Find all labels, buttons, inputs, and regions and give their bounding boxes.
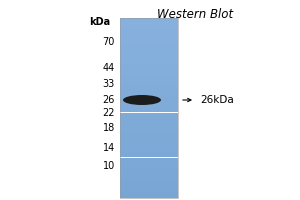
Bar	[120, 119, 178, 121]
Bar	[120, 110, 178, 112]
Bar	[120, 187, 178, 189]
Bar	[120, 158, 178, 160]
Bar	[120, 144, 178, 146]
Bar	[120, 61, 178, 63]
Bar	[120, 31, 178, 34]
Bar	[120, 58, 178, 61]
Bar	[120, 184, 178, 187]
Bar	[120, 151, 178, 153]
Bar	[120, 112, 178, 115]
Bar	[120, 99, 178, 101]
Bar	[120, 86, 178, 88]
Bar	[120, 88, 178, 90]
Bar	[120, 148, 178, 151]
Bar	[120, 65, 178, 68]
Bar	[120, 22, 178, 25]
Bar	[120, 20, 178, 22]
Bar	[120, 38, 178, 40]
Bar	[120, 47, 178, 49]
Bar	[120, 74, 178, 76]
Bar	[120, 155, 178, 157]
Bar	[120, 117, 178, 119]
Bar	[120, 169, 178, 171]
Bar	[120, 121, 178, 124]
Bar	[120, 49, 178, 52]
Bar	[120, 83, 178, 86]
Bar	[120, 126, 178, 128]
Bar	[120, 106, 178, 108]
Text: 14: 14	[103, 143, 115, 153]
Bar	[120, 133, 178, 135]
Bar	[120, 81, 178, 83]
Text: 33: 33	[103, 79, 115, 89]
Bar	[120, 90, 178, 92]
Bar	[120, 189, 178, 191]
Bar	[120, 130, 178, 133]
Bar	[120, 104, 178, 106]
Bar	[120, 76, 178, 79]
Bar	[120, 36, 178, 38]
Bar	[120, 173, 178, 176]
Bar	[120, 180, 178, 182]
Text: kDa: kDa	[89, 17, 110, 27]
Bar	[120, 72, 178, 74]
Bar	[120, 182, 178, 184]
Text: 22: 22	[103, 108, 115, 118]
Bar	[120, 92, 178, 95]
Bar	[120, 196, 178, 198]
Bar	[120, 101, 178, 104]
Bar	[120, 68, 178, 70]
Bar	[120, 70, 178, 72]
Bar	[120, 178, 178, 180]
Bar	[120, 63, 178, 65]
Bar	[120, 40, 178, 43]
Bar	[120, 52, 178, 54]
Bar	[120, 56, 178, 58]
Bar	[120, 45, 178, 47]
Text: 70: 70	[103, 37, 115, 47]
Bar	[120, 194, 178, 196]
Bar	[120, 160, 178, 162]
Text: 26: 26	[103, 95, 115, 105]
Ellipse shape	[123, 95, 161, 105]
Bar	[120, 162, 178, 164]
Text: 44: 44	[103, 63, 115, 73]
Bar	[120, 142, 178, 144]
Bar	[120, 54, 178, 56]
Bar	[120, 115, 178, 117]
Bar	[120, 97, 178, 99]
Bar	[120, 124, 178, 126]
Bar	[120, 25, 178, 27]
Bar	[120, 34, 178, 36]
Bar	[120, 140, 178, 142]
Bar	[120, 128, 178, 130]
Bar	[120, 95, 178, 97]
Bar	[120, 27, 178, 29]
Bar	[120, 176, 178, 178]
Bar	[120, 79, 178, 81]
Bar	[120, 166, 178, 169]
Text: Western Blot: Western Blot	[157, 8, 233, 21]
Bar	[120, 164, 178, 166]
Bar	[120, 137, 178, 140]
Text: 10: 10	[103, 161, 115, 171]
Text: 26kDa: 26kDa	[200, 95, 234, 105]
Text: 18: 18	[103, 123, 115, 133]
Bar	[120, 18, 178, 20]
Bar	[120, 43, 178, 45]
Bar	[120, 171, 178, 173]
Bar	[120, 153, 178, 155]
Bar	[120, 135, 178, 137]
Bar	[120, 191, 178, 194]
Bar	[120, 29, 178, 31]
Bar	[120, 146, 178, 148]
Bar	[120, 18, 178, 198]
Bar	[120, 108, 178, 110]
